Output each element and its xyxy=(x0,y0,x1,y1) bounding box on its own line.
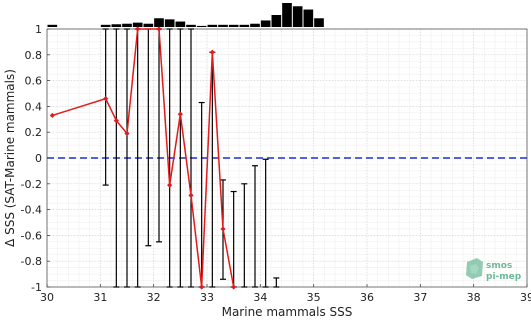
series-point xyxy=(231,284,237,290)
histogram-bar xyxy=(111,24,122,27)
histogram-bar xyxy=(143,23,154,27)
series-point xyxy=(156,26,162,32)
x-tick-label: 37 xyxy=(413,291,427,304)
histogram-bar xyxy=(47,24,58,27)
series-lines xyxy=(49,26,237,290)
series-point xyxy=(49,112,55,119)
logo-mark-icon xyxy=(466,258,483,279)
series-point xyxy=(124,130,130,137)
histogram-bar xyxy=(239,24,250,27)
y-tick-labels: 1 0.8 0.6 0.4 0.2 0 -0.2 -0.4 -0.6 -0.8 -1 xyxy=(21,23,50,294)
smos-pi-mep-logo: smos pi-mep xyxy=(466,258,522,282)
y-tick-label: 0.4 xyxy=(25,100,43,113)
x-tick-label: 33 xyxy=(200,291,214,304)
histogram-bar xyxy=(314,18,324,27)
series-point xyxy=(113,117,119,124)
logo-text-line2: pi-mep xyxy=(486,272,522,282)
y-tick-label: -0.6 xyxy=(21,229,42,242)
histogram-bar xyxy=(100,24,111,27)
x-tick-label: 30 xyxy=(40,291,54,304)
series-point xyxy=(188,192,194,199)
histogram-bar xyxy=(228,24,239,27)
histogram-bar xyxy=(218,24,228,27)
logo-text-line1: smos xyxy=(486,261,512,271)
y-axis-label: Δ SSS (SAT-Marine mammals) xyxy=(3,69,17,247)
y-tick-label: 0.8 xyxy=(25,49,43,62)
y-tick-label: -0.2 xyxy=(21,178,42,191)
histogram-bar xyxy=(175,21,186,27)
y-tick-label: 1 xyxy=(35,23,42,36)
y-tick-label: 0 xyxy=(35,152,42,165)
x-tick-labels: 30 31 32 33 34 35 36 37 38 39 xyxy=(40,284,531,304)
histogram-bar xyxy=(132,22,143,27)
x-tick-label: 32 xyxy=(147,291,161,304)
histogram-bar xyxy=(207,24,218,27)
x-tick-label: 38 xyxy=(467,291,481,304)
x-tick-label: 31 xyxy=(93,291,107,304)
x-axis-label: Marine mammals SSS xyxy=(222,305,353,319)
x-tick-label: 34 xyxy=(253,291,267,304)
y-tick-label: -1 xyxy=(31,281,42,294)
series-point xyxy=(199,284,205,290)
histogram-bar xyxy=(186,24,196,27)
histogram xyxy=(47,3,324,27)
histogram-bar xyxy=(271,15,282,27)
y-tick-label: 0.2 xyxy=(25,126,43,139)
series-point xyxy=(167,182,173,188)
y-tick-label: 0.6 xyxy=(25,75,43,88)
histogram-bar xyxy=(260,20,271,27)
series-point xyxy=(103,96,109,102)
y-tick-label: -0.4 xyxy=(21,204,42,217)
x-tick-label: 39 xyxy=(520,291,531,304)
y-tick-label: -0.8 xyxy=(21,255,42,268)
histogram-bar xyxy=(282,3,292,27)
histogram-bar xyxy=(196,25,207,27)
x-tick-label: 35 xyxy=(307,291,321,304)
series-point xyxy=(209,49,215,55)
histogram-bar xyxy=(303,9,314,27)
x-tick-label: 36 xyxy=(360,291,374,304)
histogram-bar xyxy=(122,23,132,27)
series-point xyxy=(135,26,141,32)
series-point xyxy=(220,226,226,232)
series-point xyxy=(177,111,183,117)
histogram-bar xyxy=(292,6,303,27)
histogram-bar xyxy=(250,23,260,27)
histogram-bar xyxy=(154,18,164,27)
histogram-bar xyxy=(164,19,175,27)
